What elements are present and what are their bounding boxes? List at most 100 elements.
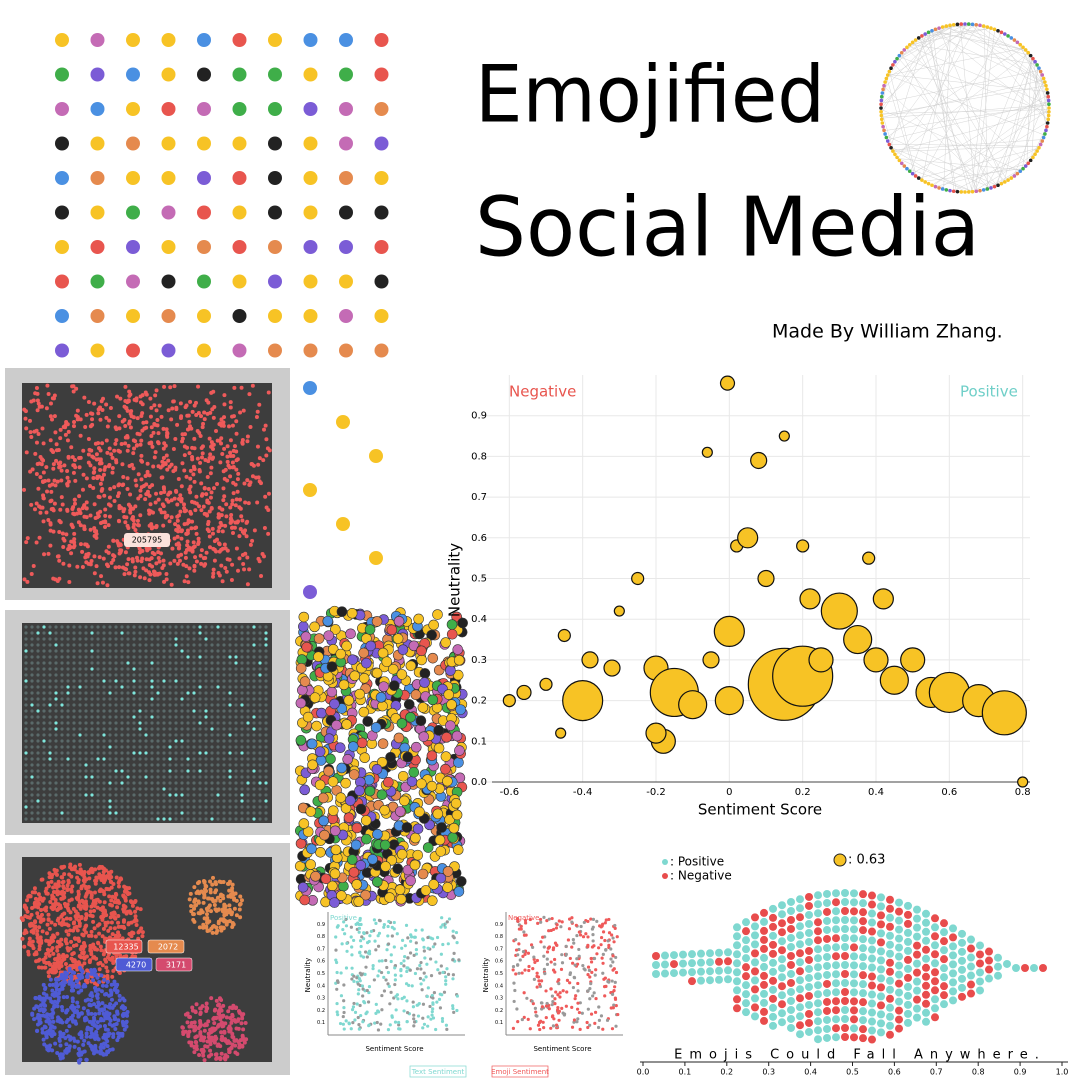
cluster-dot bbox=[224, 922, 229, 927]
grid-dot bbox=[72, 721, 76, 725]
emoji-icon bbox=[232, 67, 247, 82]
grid-dot bbox=[264, 787, 268, 791]
grid-dot bbox=[36, 817, 40, 821]
field-dot bbox=[230, 465, 235, 470]
cluster-dot bbox=[243, 1021, 248, 1026]
grid-dot bbox=[252, 637, 256, 641]
grid-dot bbox=[72, 805, 76, 809]
field-dot bbox=[164, 427, 169, 432]
network-node bbox=[970, 22, 975, 27]
grid-dot bbox=[36, 625, 40, 629]
field-dot bbox=[179, 484, 184, 489]
grid-dot bbox=[186, 631, 190, 635]
cluster-dot bbox=[114, 875, 119, 880]
grid-dot bbox=[84, 685, 88, 689]
grid-dot bbox=[78, 775, 82, 779]
grid-dot bbox=[192, 631, 196, 635]
grid-dot bbox=[252, 685, 256, 689]
grid-dot bbox=[174, 661, 178, 665]
cluster-dot bbox=[56, 879, 61, 884]
field-dot bbox=[255, 500, 260, 505]
cluster-dot bbox=[104, 984, 109, 989]
grid-dot bbox=[36, 757, 40, 761]
mosaic-emoji bbox=[406, 776, 418, 787]
grid-dot bbox=[144, 715, 148, 719]
grid-dot bbox=[108, 739, 112, 743]
field-dot bbox=[132, 446, 137, 451]
cluster-dot bbox=[84, 1057, 89, 1062]
grid-dot bbox=[60, 649, 64, 653]
field-dot bbox=[169, 515, 174, 520]
field-dot bbox=[184, 531, 189, 536]
field-dot bbox=[162, 490, 167, 495]
grid-dot bbox=[216, 763, 220, 767]
grid-dot bbox=[156, 781, 160, 785]
cluster-dot bbox=[193, 897, 198, 902]
field-dot bbox=[204, 492, 209, 497]
cluster-dot bbox=[97, 979, 102, 984]
field-dot bbox=[155, 418, 160, 423]
field-dot bbox=[72, 458, 77, 463]
cluster-dot bbox=[53, 970, 58, 975]
cluster-dot bbox=[111, 1032, 116, 1037]
grid-dot bbox=[162, 757, 166, 761]
grid-dot bbox=[144, 691, 148, 695]
field-dot bbox=[185, 528, 190, 533]
cluster-dot bbox=[27, 922, 32, 927]
grid-dot bbox=[36, 631, 40, 635]
cluster-dot bbox=[56, 977, 61, 982]
field-dot bbox=[138, 442, 143, 447]
grid-dot bbox=[162, 733, 166, 737]
field-dot bbox=[100, 580, 105, 585]
field-dot bbox=[64, 532, 69, 537]
field-dot bbox=[218, 520, 223, 525]
cluster-dot bbox=[75, 870, 80, 875]
cluster-dot bbox=[91, 955, 96, 960]
emoji-icon bbox=[126, 33, 140, 47]
network-node bbox=[1047, 106, 1051, 110]
field-dot bbox=[162, 510, 167, 515]
field-dot bbox=[219, 441, 224, 446]
grid-dot bbox=[252, 655, 256, 659]
grid-dot bbox=[90, 769, 94, 773]
grid-dot bbox=[246, 697, 250, 701]
cluster-dot bbox=[201, 925, 206, 930]
cluster-dot bbox=[193, 1009, 198, 1014]
grid-dot bbox=[54, 673, 58, 677]
field-dot bbox=[182, 509, 187, 514]
network-node bbox=[920, 178, 924, 182]
grid-dot bbox=[240, 631, 244, 635]
grid-dot bbox=[126, 745, 130, 749]
cluster-dot bbox=[92, 1023, 97, 1028]
field-dot bbox=[220, 579, 225, 584]
grid-dot bbox=[192, 697, 196, 701]
field-dot bbox=[98, 448, 103, 453]
grid-dot bbox=[114, 811, 118, 815]
emoji-icon bbox=[369, 449, 383, 463]
cluster-dot bbox=[133, 917, 138, 922]
grid-dot bbox=[240, 709, 244, 713]
field-dot bbox=[69, 445, 74, 450]
field-dot bbox=[97, 461, 102, 466]
network-node bbox=[955, 22, 960, 27]
network-node bbox=[923, 180, 927, 184]
grid-dot bbox=[132, 775, 136, 779]
cluster-dot bbox=[32, 886, 37, 891]
grid-dot bbox=[210, 679, 214, 683]
grid-dot bbox=[258, 697, 262, 701]
grid-dot bbox=[156, 679, 160, 683]
grid-dot bbox=[102, 763, 106, 767]
field-dot bbox=[69, 522, 74, 527]
cluster-dot bbox=[51, 951, 56, 956]
emoji-icon bbox=[90, 205, 105, 220]
grid-dot bbox=[48, 643, 52, 647]
network-node bbox=[999, 30, 1004, 35]
emoji-icon bbox=[126, 274, 140, 289]
network-edge bbox=[938, 28, 1004, 183]
cluster-dot bbox=[107, 1022, 112, 1027]
field-dot bbox=[170, 546, 175, 551]
field-dot bbox=[85, 554, 90, 559]
field-dot bbox=[234, 467, 239, 472]
network-edge bbox=[923, 168, 1024, 182]
cluster-dot bbox=[43, 1025, 48, 1030]
